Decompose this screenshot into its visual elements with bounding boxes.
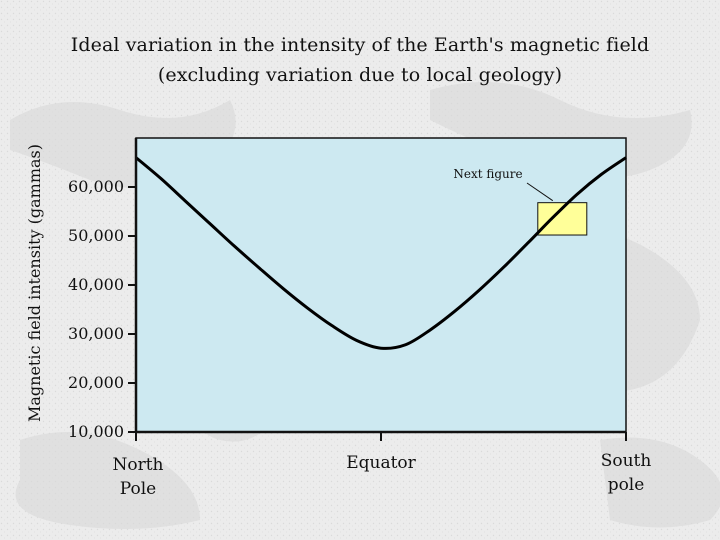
x-category-label: Equator: [346, 453, 416, 473]
y-tick-label: 20,000: [68, 373, 124, 392]
annotation: Next figure: [453, 167, 588, 236]
y-tick-label: 40,000: [68, 275, 124, 294]
chart-subtitle: (excluding variation due to local geolog…: [157, 64, 563, 86]
x-category-label: North Pole: [112, 455, 163, 499]
annotation-label: Next figure: [453, 167, 522, 181]
y-tick-label: 50,000: [68, 226, 124, 245]
chart-title: Ideal variation in the intensity of the …: [70, 34, 650, 56]
annotation-pointer: [526, 182, 554, 202]
plot-area: [135, 137, 627, 433]
x-category-label: South pole: [601, 451, 652, 495]
y-tick-label: 10,000: [68, 422, 124, 441]
y-tick-label: 60,000: [68, 177, 124, 196]
y-ticks: 10,000 20,000 30,000 40,000 50,000 60,000: [68, 177, 136, 441]
x-categories: North Pole Equator South pole: [112, 432, 651, 499]
series-line: [135, 156, 627, 350]
y-tick-label: 30,000: [68, 324, 124, 343]
